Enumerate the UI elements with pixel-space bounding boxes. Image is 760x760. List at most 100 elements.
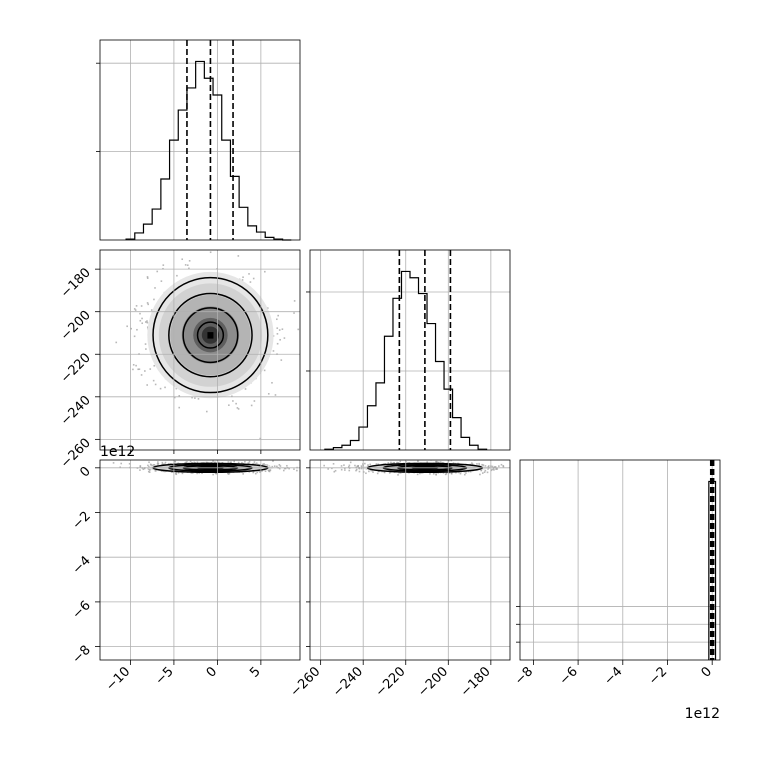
- scatter-point: [471, 462, 473, 464]
- scatter-point: [495, 467, 498, 470]
- scatter-point: [442, 472, 445, 474]
- scatter-point: [160, 280, 163, 282]
- scatter-point: [128, 462, 131, 465]
- scatter-point: [154, 469, 157, 472]
- y-offset-label: 1e12: [100, 444, 135, 460]
- scatter-point: [362, 471, 365, 473]
- xtick-label: −260: [288, 664, 324, 700]
- scatter-point: [293, 312, 295, 314]
- scatter-point: [151, 464, 154, 467]
- scatter-point: [383, 471, 386, 473]
- scatter-point: [254, 463, 256, 465]
- scatter-point: [146, 326, 149, 329]
- scatter-point: [197, 398, 200, 400]
- scatter-point: [149, 368, 152, 370]
- scatter-point: [185, 461, 187, 464]
- scatter-point: [429, 473, 431, 475]
- scatter-point: [471, 463, 474, 465]
- ytick-label: −8: [70, 643, 94, 667]
- xtick-label: −180: [458, 664, 494, 700]
- scatter-point: [343, 464, 345, 466]
- scatter-point: [147, 470, 150, 473]
- scatter-point: [159, 387, 162, 390]
- scatter-point: [284, 467, 287, 470]
- scatter-panel-1: [99, 459, 301, 661]
- density-layer: [112, 251, 518, 476]
- scatter-point: [141, 317, 143, 320]
- scatter-point: [480, 469, 483, 472]
- scatter-point: [229, 461, 232, 464]
- grid-layer: [100, 40, 720, 660]
- scatter-point: [154, 287, 156, 289]
- scatter-point: [276, 342, 279, 345]
- scatter-point: [196, 461, 199, 464]
- scatter-point: [141, 322, 144, 325]
- scatter-point: [484, 469, 487, 472]
- scatter-point: [147, 303, 150, 306]
- scatter-point: [276, 465, 278, 468]
- scatter-point: [160, 470, 163, 472]
- scatter-point: [142, 468, 145, 471]
- scatter-point: [139, 465, 142, 467]
- density-peak: [207, 332, 214, 339]
- scatter-point: [186, 461, 188, 463]
- frames-layer: [95, 39, 721, 665]
- scatter-point: [495, 468, 497, 470]
- scatter-point: [274, 394, 277, 396]
- scatter-point: [156, 463, 159, 465]
- scatter-point: [252, 471, 255, 474]
- scatter-point: [186, 264, 189, 267]
- hist-panel-0: [99, 39, 301, 241]
- scatter-point: [481, 472, 484, 474]
- scatter-point: [138, 368, 141, 371]
- scatter-point: [482, 464, 485, 466]
- scatter-point: [146, 276, 149, 278]
- scatter-point: [357, 465, 359, 468]
- xtick-label: −6: [557, 664, 581, 688]
- scatter-point: [399, 460, 402, 463]
- scatter-point: [459, 472, 462, 475]
- scatter-point: [261, 470, 263, 472]
- scatter-point: [115, 341, 118, 344]
- scatter-point: [244, 460, 246, 463]
- scatter-point: [280, 359, 283, 361]
- xtick-label: −220: [373, 664, 409, 700]
- scatter-point: [201, 472, 203, 475]
- scatter-point: [266, 464, 269, 466]
- scatter-point: [397, 474, 399, 476]
- scatter-point: [267, 393, 270, 395]
- scatter-point: [348, 466, 350, 468]
- scatter-point: [188, 260, 191, 262]
- histogram-1: [324, 270, 488, 450]
- scatter-point: [139, 469, 141, 471]
- scatter-point: [367, 464, 370, 467]
- scatter-point: [164, 463, 166, 466]
- scatter-point: [300, 375, 302, 377]
- scatter-point: [444, 473, 447, 476]
- scatter-point: [516, 467, 518, 469]
- scatter-point: [255, 462, 258, 465]
- scatter-point: [242, 276, 244, 279]
- scatter-point: [486, 471, 489, 474]
- scatter-point: [139, 312, 141, 315]
- scatter-point: [150, 309, 153, 311]
- scatter-point: [271, 381, 273, 384]
- scatter-point: [360, 467, 363, 470]
- scatter-point: [146, 302, 149, 304]
- scatter-point: [154, 383, 157, 386]
- scatter-point: [147, 464, 149, 467]
- scatter-point: [236, 407, 239, 409]
- scatter-point: [355, 468, 358, 471]
- contour-3: [196, 321, 225, 349]
- scatter-point: [276, 318, 278, 321]
- scatter-point: [153, 364, 156, 367]
- scatter-point: [361, 466, 363, 469]
- scatter-point: [144, 343, 147, 345]
- scatter-point: [263, 369, 266, 372]
- marks-layer: [125, 40, 717, 660]
- scatter-point: [227, 461, 230, 463]
- scatter-point: [467, 470, 470, 473]
- scatter-point: [134, 309, 137, 311]
- ytick-label: −4: [70, 553, 94, 577]
- scatter-point: [271, 465, 274, 468]
